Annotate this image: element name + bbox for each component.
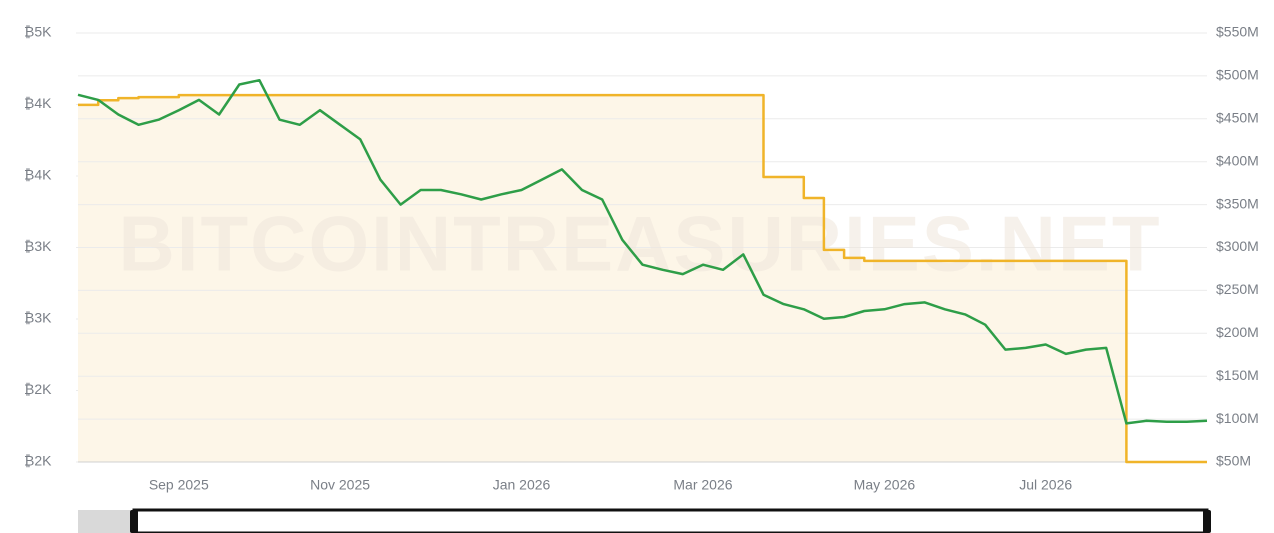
y2-tick-label: $200M: [1216, 324, 1259, 340]
x-tick-label: May 2026: [854, 477, 916, 493]
y-tick-label: ₿2K: [24, 453, 52, 469]
x-tick-label: Jan 2026: [493, 477, 551, 493]
y2-tick-label: $400M: [1216, 152, 1259, 168]
y2-tick-label: $150M: [1216, 367, 1259, 383]
area: [78, 95, 1207, 462]
y2-tick-label: $300M: [1216, 238, 1259, 254]
x-tick-label: Jul 2026: [1019, 477, 1072, 493]
line: [77, 78, 1208, 425]
x-tick-label: Mar 2026: [673, 477, 732, 493]
y2-tick-label: $50M: [1216, 453, 1251, 469]
watermark: BITCOINTREASURIES.NET: [118, 200, 1161, 288]
y2-tick-label: $350M: [1216, 195, 1259, 211]
y-tick-label: ₿5K: [24, 24, 52, 40]
x-tick-label: Nov 2025: [310, 477, 370, 493]
navigator-handle[interactable]: [130, 510, 138, 533]
y2-tick-label: $250M: [1216, 281, 1259, 297]
y-tick-label: ₿2K: [24, 381, 52, 397]
y2-tick-label: $100M: [1216, 410, 1259, 426]
y-tick-label: ₿4K: [24, 167, 52, 183]
x-tick-label: Sep 2025: [149, 477, 209, 493]
navigator-handle[interactable]: [1203, 510, 1211, 533]
y-tick-label: ₿3K: [24, 310, 52, 326]
y-tick-label: ₿4K: [24, 95, 52, 111]
y2-tick-label: $500M: [1216, 67, 1259, 83]
y-tick-label: ₿3K: [24, 238, 52, 254]
y2-tick-label: $550M: [1216, 24, 1259, 40]
navigator-window[interactable]: [132, 508, 1209, 533]
navigator-mask: [78, 510, 134, 533]
y2-tick-label: $450M: [1216, 110, 1259, 126]
line: [78, 93, 1207, 464]
